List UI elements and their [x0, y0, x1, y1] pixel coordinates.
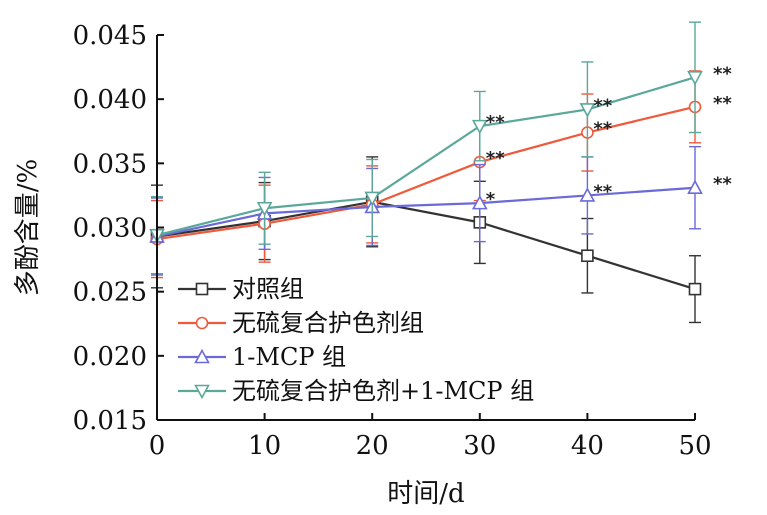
- y-tick-label: 0.035: [73, 149, 147, 179]
- y-tick-label: 0.045: [73, 21, 147, 51]
- data-point: [581, 249, 594, 263]
- legend-marker: [195, 316, 209, 330]
- y-tick-label: 0.030: [73, 214, 147, 244]
- x-tick-label: 30: [463, 431, 496, 461]
- significance-label: **: [486, 112, 505, 133]
- series-3: [149, 145, 703, 276]
- data-point: [471, 194, 488, 210]
- x-tick-label: 50: [678, 431, 711, 461]
- series-line: [156, 200, 696, 291]
- series-line: [156, 76, 696, 237]
- legend-label: 对照组: [232, 275, 304, 303]
- significance-label: **: [593, 119, 612, 140]
- legend-marker: [194, 384, 210, 400]
- legend-marker: [195, 282, 209, 296]
- series-4: [149, 21, 703, 275]
- y-tick-label: 0.020: [73, 342, 147, 372]
- data-point: [471, 119, 488, 135]
- data-point: [579, 187, 596, 202]
- significance-label: **: [713, 93, 732, 114]
- series-line: [156, 186, 696, 238]
- legend-label: 无硫复合护色剂+1-MCP 组: [232, 377, 534, 405]
- x-tick-label: 0: [149, 431, 166, 461]
- legend-item: 1-MCP 组: [178, 343, 346, 371]
- y-axis-title: 多酚含量/%: [13, 159, 43, 296]
- legend-label: 1-MCP 组: [232, 343, 346, 371]
- x-tick-label: 20: [356, 431, 389, 461]
- data-point: [364, 191, 381, 207]
- significance-label: **: [713, 174, 732, 195]
- legend-label: 无硫复合护色剂组: [232, 309, 424, 337]
- legend-item: 对照组: [178, 275, 304, 303]
- significance-label: *: [486, 189, 496, 210]
- data-point: [687, 71, 703, 86]
- x-tick-label: 10: [248, 431, 281, 461]
- series-line: [156, 105, 696, 241]
- data-point: [687, 179, 703, 195]
- tick-layer: 0 10 20 30 40 50 0.015 0.020 0.025 0.030 0.035 0.04…: [73, 21, 712, 461]
- y-tick-label: 0.015: [73, 406, 147, 436]
- data-point: [688, 282, 702, 296]
- data-point: [256, 201, 273, 217]
- legend-item: 无硫复合护色剂组: [178, 309, 424, 337]
- significance-layer: ******* ** ********: [486, 63, 733, 210]
- significance-label: **: [486, 148, 505, 169]
- significance-label: **: [593, 181, 612, 202]
- significance-label: **: [713, 63, 732, 84]
- x-axis-title: 时间/d: [387, 479, 464, 509]
- legend-marker: [194, 348, 210, 364]
- data-point: [579, 103, 596, 118]
- series-2: [150, 70, 702, 279]
- y-tick-label: 0.040: [73, 85, 147, 115]
- y-tick-label: 0.025: [73, 278, 147, 308]
- significance-label: **: [593, 95, 612, 116]
- legend-item: 无硫复合护色剂+1-MCP 组: [178, 377, 534, 405]
- series-layer: [149, 21, 703, 324]
- x-tick-label: 40: [571, 431, 604, 461]
